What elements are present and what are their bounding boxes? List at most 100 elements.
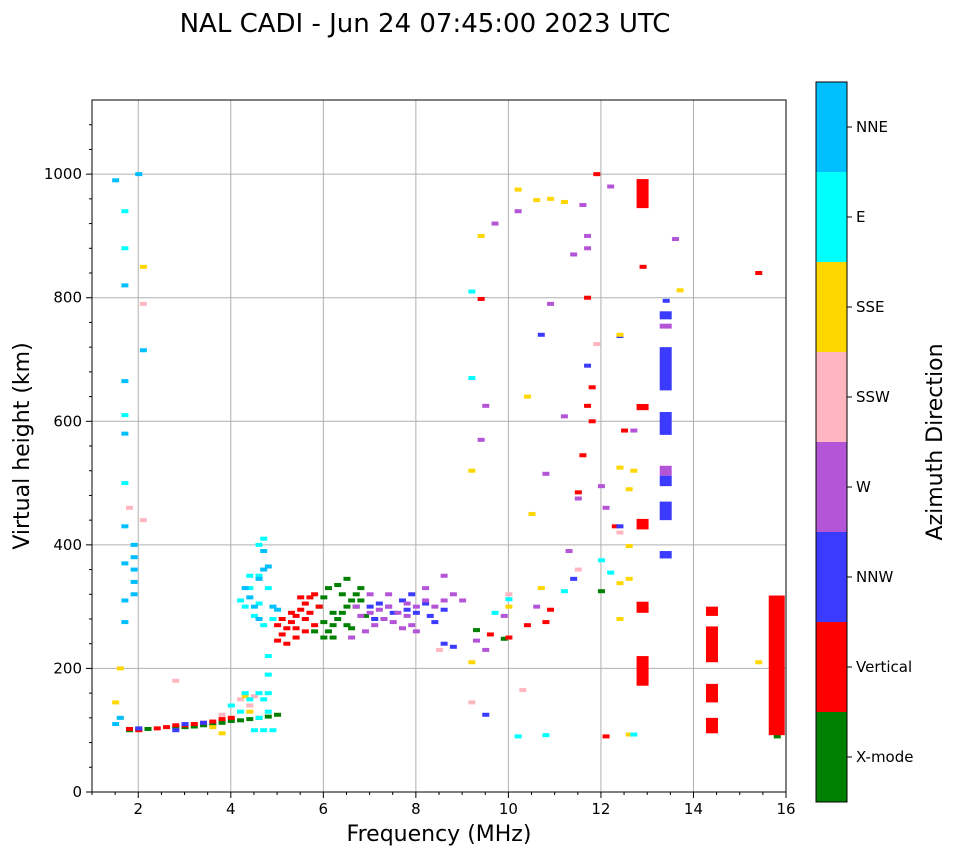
data-point <box>560 414 568 419</box>
data-point <box>200 723 208 728</box>
data-point <box>607 570 615 575</box>
data-point <box>329 610 337 615</box>
data-point <box>320 595 328 600</box>
data-point <box>607 184 615 189</box>
data-point <box>237 718 245 723</box>
colorbar-label: X-mode <box>856 748 913 766</box>
data-point <box>431 620 439 625</box>
data-point <box>412 629 420 634</box>
data-bars <box>636 179 785 736</box>
data-point <box>500 636 508 641</box>
data-point <box>403 613 411 618</box>
data-bar <box>705 717 718 734</box>
data-point <box>523 394 531 399</box>
data-point <box>324 586 332 591</box>
data-point <box>398 626 406 631</box>
data-bar <box>659 475 672 487</box>
y-tick-label: 200 <box>53 659 82 677</box>
data-point <box>547 607 555 612</box>
colorbar-label: NNW <box>856 568 893 586</box>
colorbar-segment <box>816 712 847 802</box>
colorbar: X-mode Vertical NNW W SSW SSE E NNE <box>815 81 913 803</box>
data-point <box>389 610 397 615</box>
data-point <box>130 555 138 560</box>
data-point <box>121 246 129 251</box>
data-point <box>172 678 180 683</box>
data-point <box>574 567 582 572</box>
data-point <box>348 626 356 631</box>
y-tick-label: 1000 <box>44 165 82 183</box>
data-point <box>343 576 351 581</box>
data-point <box>338 610 346 615</box>
data-point <box>311 629 319 634</box>
data-point <box>482 647 490 652</box>
data-point <box>616 332 624 337</box>
data-point <box>260 567 268 572</box>
data-bar <box>659 551 672 559</box>
colorbar-label: W <box>856 478 871 496</box>
data-point <box>218 720 226 725</box>
data-point <box>121 620 129 625</box>
colorbar-segment <box>816 82 847 172</box>
data-point <box>537 586 545 591</box>
data-point <box>482 403 490 408</box>
y-tick-label: 0 <box>72 783 82 801</box>
data-point <box>237 709 245 714</box>
data-point <box>135 726 143 731</box>
data-point <box>616 581 624 586</box>
colorbar-segment <box>816 352 847 442</box>
y-tick-label: 400 <box>53 536 82 554</box>
plot-frame <box>91 99 787 793</box>
data-point <box>264 691 272 696</box>
data-point <box>542 471 550 476</box>
data-point <box>241 694 249 699</box>
x-ticks: 2 4 6 8 10 12 14 16 <box>91 792 796 818</box>
data-point <box>588 385 596 390</box>
data-point <box>570 252 578 257</box>
data-point <box>375 601 383 606</box>
data-point <box>616 465 624 470</box>
data-point <box>250 694 258 699</box>
data-point <box>477 437 485 442</box>
data-point <box>264 714 272 719</box>
data-point <box>584 246 592 251</box>
data-point <box>126 505 134 510</box>
data-point <box>112 178 120 183</box>
data-point <box>491 221 499 226</box>
data-point <box>357 613 365 618</box>
data-point <box>459 598 467 603</box>
data-point <box>172 725 180 730</box>
data-point <box>287 620 295 625</box>
x-tick-label: 10 <box>499 800 518 818</box>
data-point <box>241 604 249 609</box>
data-point <box>135 172 143 177</box>
data-point <box>246 717 254 722</box>
data-point <box>352 592 360 597</box>
data-point <box>260 623 268 628</box>
data-point <box>348 635 356 640</box>
data-point <box>246 595 254 600</box>
data-point <box>616 530 624 535</box>
data-point <box>274 712 282 717</box>
data-point <box>274 638 282 643</box>
data-point <box>630 428 638 433</box>
data-point <box>468 660 476 665</box>
data-point <box>301 601 309 606</box>
data-point <box>260 536 268 541</box>
data-point <box>482 712 490 717</box>
data-point <box>519 688 527 693</box>
y-axis-label: Virtual height (km) <box>10 342 35 549</box>
data-point <box>574 490 582 495</box>
data-point <box>361 613 369 618</box>
data-point <box>329 635 337 640</box>
x-tick-label: 6 <box>319 800 329 818</box>
y-ticks: 0 200 400 600 800 1000 <box>44 124 92 801</box>
data-point <box>394 610 402 615</box>
data-point <box>542 733 550 738</box>
x-tick-label: 14 <box>684 800 703 818</box>
data-point <box>385 604 393 609</box>
data-point <box>616 617 624 621</box>
data-point <box>357 598 365 603</box>
x-axis-label: Frequency (MHz) <box>347 822 532 847</box>
data-point <box>250 604 258 609</box>
